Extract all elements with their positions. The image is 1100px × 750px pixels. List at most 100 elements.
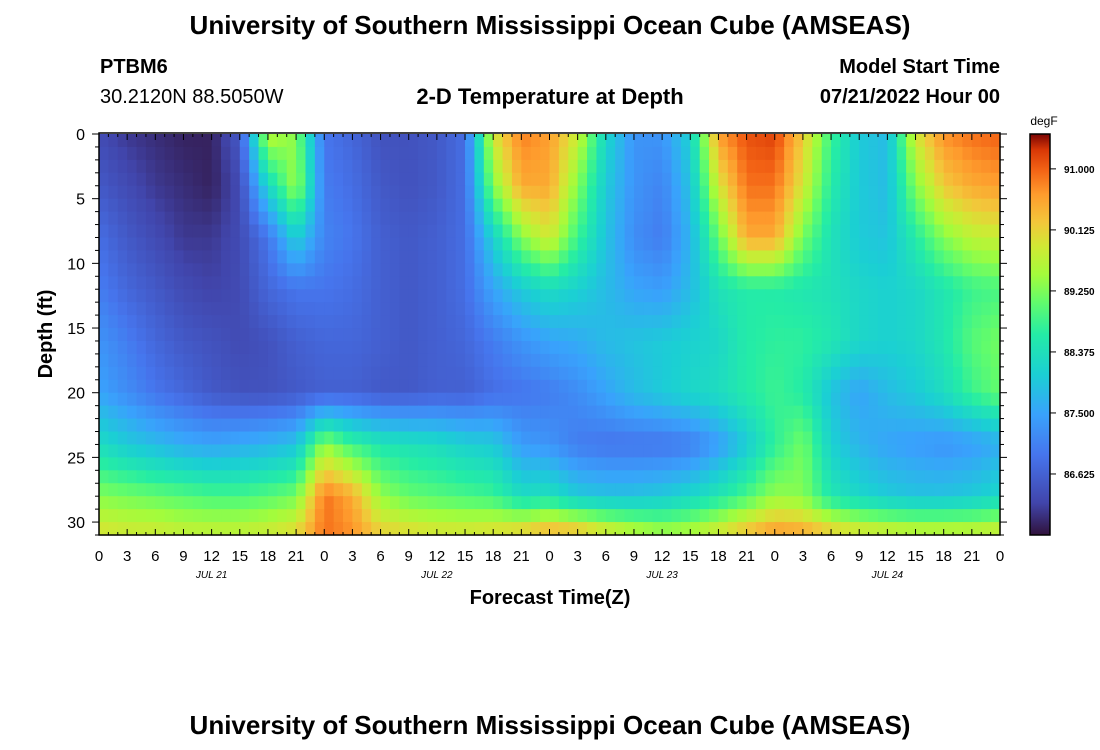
heatmap-cell [755, 134, 766, 148]
heatmap-cell [155, 224, 166, 239]
heatmap-cell [183, 302, 194, 316]
heatmap-cell [399, 509, 410, 523]
heatmap-cell [408, 198, 419, 213]
heatmap-cell [230, 522, 241, 536]
heatmap-cell [474, 392, 485, 407]
heatmap-cell [690, 289, 701, 303]
heatmap-cell [530, 198, 541, 213]
heatmap-cell [380, 444, 391, 458]
x-tick-label: 3 [123, 548, 131, 565]
heatmap-cell [633, 134, 644, 148]
heatmap-cell [934, 366, 945, 381]
heatmap-cell [906, 328, 917, 342]
heatmap-cell [249, 457, 260, 471]
heatmap-cell [831, 198, 842, 213]
heatmap-cell [418, 418, 429, 433]
heatmap-cell [511, 276, 522, 290]
heatmap-cell [455, 185, 466, 200]
heatmap-cell [352, 418, 363, 433]
x-tick-label: 12 [203, 548, 220, 565]
heatmap-cell [108, 444, 119, 458]
heatmap-cell [418, 470, 429, 484]
heatmap-cell [211, 509, 222, 523]
heatmap-cell [596, 263, 607, 277]
heatmap-cell [746, 444, 757, 458]
heatmap-cell [887, 211, 898, 226]
heatmap-cell [267, 198, 278, 213]
heatmap-cell [953, 146, 964, 161]
heatmap-cell [924, 302, 935, 316]
heatmap-cell [896, 509, 907, 523]
heatmap-cell [493, 263, 504, 277]
heatmap-cell [746, 509, 757, 523]
heatmap-cell [990, 392, 1001, 407]
heatmap-cell [465, 418, 476, 433]
heatmap-cell [361, 250, 372, 264]
heatmap-cell [549, 470, 560, 484]
heatmap-cell [230, 250, 241, 264]
heatmap-cell [249, 340, 260, 355]
heatmap-cell [981, 172, 992, 187]
heatmap-cell [605, 237, 616, 252]
heatmap-cell [239, 340, 250, 355]
heatmap-cell [709, 366, 720, 381]
heatmap-cell [183, 159, 194, 174]
heatmap-cell [624, 211, 635, 226]
heatmap-cell [202, 392, 213, 407]
heatmap-cell [192, 353, 203, 368]
heatmap-cell [436, 250, 447, 264]
heatmap-cell [971, 405, 982, 420]
heatmap-cell [887, 392, 898, 407]
heatmap-cell [971, 302, 982, 316]
heatmap-cell [305, 483, 316, 497]
heatmap-cell [230, 340, 241, 355]
heatmap-cell [540, 496, 551, 510]
heatmap-cell [755, 457, 766, 471]
heatmap-cell [868, 353, 879, 368]
heatmap-cell [455, 496, 466, 510]
y-tick-label: 5 [76, 192, 85, 209]
heatmap-cell [286, 379, 297, 394]
heatmap-cell [981, 418, 992, 433]
heatmap-cell [230, 392, 241, 407]
heatmap-cell [934, 276, 945, 290]
heatmap-cell [802, 483, 813, 497]
heatmap-cell [953, 379, 964, 394]
heatmap-cell [934, 146, 945, 161]
heatmap-cell [662, 392, 673, 407]
heatmap-cell [352, 457, 363, 471]
heatmap-cell [765, 211, 776, 226]
heatmap-cell [831, 302, 842, 316]
heatmap-cell [465, 496, 476, 510]
heatmap-cell [380, 315, 391, 329]
heatmap-cell [540, 211, 551, 226]
heatmap-cell [699, 470, 710, 484]
heatmap-cell [99, 366, 109, 381]
heatmap-cell [709, 276, 720, 290]
heatmap-cell [971, 431, 982, 446]
heatmap-cell [145, 302, 156, 316]
heatmap-cell [521, 224, 532, 239]
heatmap-cell [202, 172, 213, 187]
x-tick-label: 18 [935, 548, 952, 565]
heatmap-cell [530, 146, 541, 161]
heatmap-cell [277, 405, 288, 420]
heatmap-cell [371, 509, 382, 523]
heatmap-cell [211, 405, 222, 420]
heatmap-cell [877, 405, 888, 420]
heatmap-cell [296, 134, 307, 148]
heatmap-cell [577, 315, 588, 329]
heatmap-cell [380, 172, 391, 187]
heatmap-cell [765, 340, 776, 355]
heatmap-cell [221, 263, 231, 277]
heatmap-cell [718, 302, 729, 316]
heatmap-cell [690, 224, 701, 239]
heatmap-cell [511, 431, 522, 446]
heatmap-cell [296, 496, 307, 510]
heatmap-cell [108, 340, 119, 355]
heatmap-cell [840, 172, 851, 187]
heatmap-cell [408, 340, 419, 355]
heatmap-cell [671, 302, 682, 316]
heatmap-cell [587, 159, 598, 174]
